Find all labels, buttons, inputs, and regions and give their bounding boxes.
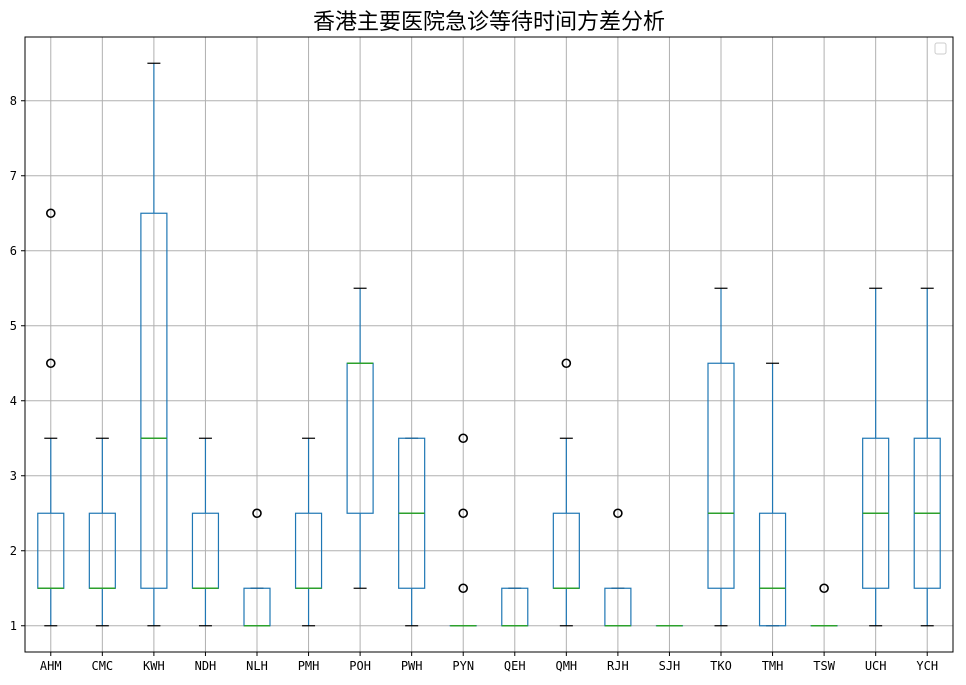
box-iqr [758,512,787,627]
box-poh [346,287,374,589]
box-uch [862,287,890,627]
box-ahm [37,208,65,627]
outlier-point [252,508,262,519]
x-tick-label: TSW [813,659,835,673]
y-tick-label: 6 [10,244,17,258]
outlier-point [561,358,572,369]
legend-box [934,42,947,55]
box-iqr [140,212,168,589]
x-tick-label: KWH [143,659,165,673]
x-tick-label: QEH [504,659,526,673]
x-tick-label: QMH [555,659,577,673]
x-tick-label: SJH [659,659,681,673]
y-tick-label: 8 [10,94,17,108]
x-tick-label: RJH [607,659,629,673]
x-tick-label: PYN [452,659,474,673]
box-pwh [398,437,426,627]
x-tick-label: UCH [865,659,887,673]
x-tick-label: POH [349,659,371,673]
x-tick-label: AHM [40,659,62,673]
grid-lines [25,37,953,652]
x-tick-label: NDH [195,659,217,673]
box-tmh [758,362,787,627]
x-tick-label: PWH [401,659,423,673]
box-pyn [449,433,477,627]
box-ych [913,287,941,627]
x-tick-label: CMC [91,659,113,673]
outlier-point [458,433,469,444]
box-kwh [140,62,168,627]
box-pmh [294,437,323,627]
x-tick-label: NLH [246,659,268,673]
box-nlh [243,508,271,627]
box-iqr [707,362,735,589]
x-tick-label: TKO [710,659,732,673]
y-tick-label: 5 [10,319,17,333]
chart-title: 香港主要医院急诊等待时间方差分析 [313,10,665,35]
box-qeh [501,587,529,627]
outlier-point [458,508,469,519]
y-tick-label: 1 [10,619,17,633]
x-tick-label: TMH [762,659,784,673]
box-tko [707,287,735,627]
box-tsw [810,583,838,627]
box-qmh [552,358,580,627]
outlier-point [613,508,623,519]
y-tick-label: 4 [10,394,17,408]
outlier-point [45,358,56,369]
x-tick-label: YCH [916,659,938,673]
box-ndh [191,437,220,627]
box-cmc [88,437,116,627]
x-axis: AHM CMC KWH NDH NLH PMH POH PWH PYN QEH QMH RJH SJH T… [40,652,938,673]
x-tick-label: PMH [298,659,320,673]
box-series [37,62,941,627]
y-axis: 1 2 3 4 5 6 7 8 [10,94,25,633]
y-tick-label: 7 [10,169,17,183]
outlier-point [45,208,56,219]
box-rjh [604,508,632,627]
y-tick-label: 2 [10,544,17,558]
outlier-point [819,583,829,594]
outlier-point [458,583,469,594]
y-tick-label: 3 [10,469,17,483]
plot-area-frame [24,36,954,653]
